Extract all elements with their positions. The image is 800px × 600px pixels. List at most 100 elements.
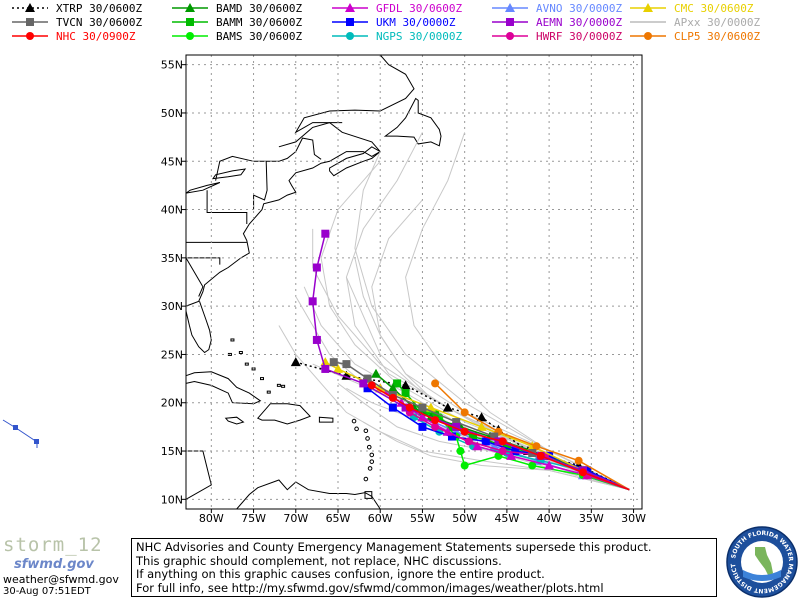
track-point-tvcn (342, 360, 351, 369)
lat-label: 25N (161, 348, 183, 361)
legend-label-bamd: BAMD 30/0600Z (216, 1, 303, 15)
track-point-bamd (387, 383, 398, 393)
track-point-ukm (511, 447, 520, 456)
legend-label-ukm: UKM 30/0000Z (376, 15, 456, 29)
lon-label: 55W (410, 512, 435, 525)
track-point-tvcn (418, 403, 427, 412)
track-point-aemn (312, 263, 321, 272)
track-point-bamm (393, 379, 402, 388)
track-point-aemn (321, 229, 330, 238)
lon-label: 60W (368, 512, 393, 525)
florida-coastline (185, 301, 212, 354)
state-lines-mid (206, 190, 248, 224)
track-point-gfdl (506, 450, 517, 460)
lon-label: 75W (241, 512, 266, 525)
legend-ukm: UKM 30/0000Z (328, 15, 455, 29)
track-point-tvcn (329, 358, 338, 367)
track-line-cmc (324, 361, 630, 491)
legend-swatch-bamm (172, 18, 208, 26)
track-point-nhc (498, 437, 507, 446)
track-point-bams (460, 461, 469, 470)
model-legend: XTRP 30/0600Z BAMD 30/0600Z GFDL 30/0600Z A… (0, 0, 800, 46)
legend-label-cmc: CMC 30/0600Z (674, 1, 754, 15)
track-point-aemn (401, 403, 410, 412)
legend-ngps: NGPS 30/0000Z (328, 29, 462, 43)
newfoundland-coastline (383, 97, 442, 147)
apxx-ensemble-track (320, 160, 630, 491)
lon-label: 40W (537, 512, 562, 525)
bahamas-island (230, 338, 235, 342)
lat-label: 40N (161, 204, 183, 217)
state-lines-ne (253, 161, 268, 210)
bahamas-island (238, 351, 243, 355)
lat-lon-grid (186, 55, 642, 509)
lake-ontario (211, 168, 247, 180)
track-point-cmc (333, 363, 343, 373)
contact-email[interactable]: weather@sfwmd.gov (3, 573, 119, 586)
legend-swatch-ngps (332, 32, 368, 40)
lat-label: 50N (161, 107, 183, 120)
legend-bamd: BAMD 30/0600Z (168, 1, 302, 15)
map-frame (185, 54, 643, 510)
track-point-nhc (536, 451, 545, 460)
puerto-rico-coastline (318, 416, 334, 423)
legend-xtrp: XTRP 30/0600Z (8, 1, 142, 15)
coastline-layer (185, 54, 442, 510)
legend-swatch-ukm (332, 18, 368, 26)
legend-marker-tvcn (26, 18, 34, 26)
hispaniola-coastline (256, 403, 311, 425)
track-point-xtrp (442, 402, 453, 412)
legend-aemn: AEMN 30/0000Z (488, 15, 622, 29)
track-point-ukm (545, 451, 554, 460)
lon-label: 50W (452, 512, 477, 525)
legend-label-hwrf: HWRF 30/0000Z (536, 29, 623, 43)
lat-label: 10N (161, 493, 183, 506)
disclaimer-line-3: If anything on this graphic causes confu… (136, 567, 545, 581)
lat-label: 45N (161, 155, 183, 168)
legend-clp5: CLP5 30/0600Z (626, 29, 760, 43)
nc-sc-line (186, 257, 221, 265)
track-point-nhc (367, 381, 376, 390)
track-point-bamm (502, 442, 511, 451)
legend-label-avno: AVNO 30/0000Z (536, 1, 623, 15)
legend-bamm: BAMM 30/0600Z (168, 15, 302, 29)
legend-bams: BAMS 30/0600Z (168, 29, 302, 43)
offmap-track-point (13, 425, 18, 430)
model-tracks (290, 229, 630, 491)
antilles-island (354, 426, 359, 432)
track-point-nhc (405, 403, 414, 412)
legend-swatch-apxx (630, 21, 666, 23)
apxx-ensemble-track (405, 132, 630, 491)
track-point-bams (456, 447, 465, 456)
disclaimer-line-1: NHC Advisories and County Emergency Mana… (136, 540, 652, 554)
legend-hwrf: HWRF 30/0000Z (488, 29, 622, 43)
legend-swatch-nhc (12, 32, 48, 40)
track-point-tvcn (490, 432, 499, 441)
legend-label-ngps: NGPS 30/0000Z (376, 29, 463, 43)
bahamas-island (276, 383, 281, 387)
apxx-ensemble-track (354, 151, 630, 491)
track-point-hwrf (431, 422, 440, 431)
legend-label-bamm: BAMM 30/0600Z (216, 15, 303, 29)
us-canada-border (215, 137, 322, 181)
track-point-cmc (476, 421, 487, 431)
track-point-tvcn (452, 418, 461, 427)
timestamp: 30-Aug 07:51EDT (3, 586, 91, 597)
track-point-nhc (388, 393, 397, 402)
axis-labels: 55N 50N 45N 40N 35N 30N 25N 20N 15N 10N 80W 75W 70W 6… (161, 59, 646, 525)
disclaimer-line-4[interactable]: For full info, see http://my.sfwmd.gov/s… (136, 580, 604, 595)
track-point-clp5 (460, 408, 469, 417)
nova-scotia-coastline (329, 146, 382, 177)
legend-marker-bamd (185, 3, 195, 12)
legend-swatch-cmc (630, 3, 666, 12)
central-america-coastline (185, 450, 212, 500)
legend-avno: AVNO 30/0000Z (488, 1, 622, 15)
track-nhc (367, 381, 630, 491)
legend-label-apxx: APxx 30/0000Z (674, 15, 761, 29)
antilles-island (351, 418, 357, 424)
legend-label-bams: BAMS 30/0600Z (216, 29, 303, 43)
legend-marker-aemn (506, 18, 514, 26)
sfwmd-wordmark: sfwmd.gov (14, 557, 94, 572)
track-point-cmc (320, 357, 331, 367)
lon-label: 35W (579, 512, 604, 525)
